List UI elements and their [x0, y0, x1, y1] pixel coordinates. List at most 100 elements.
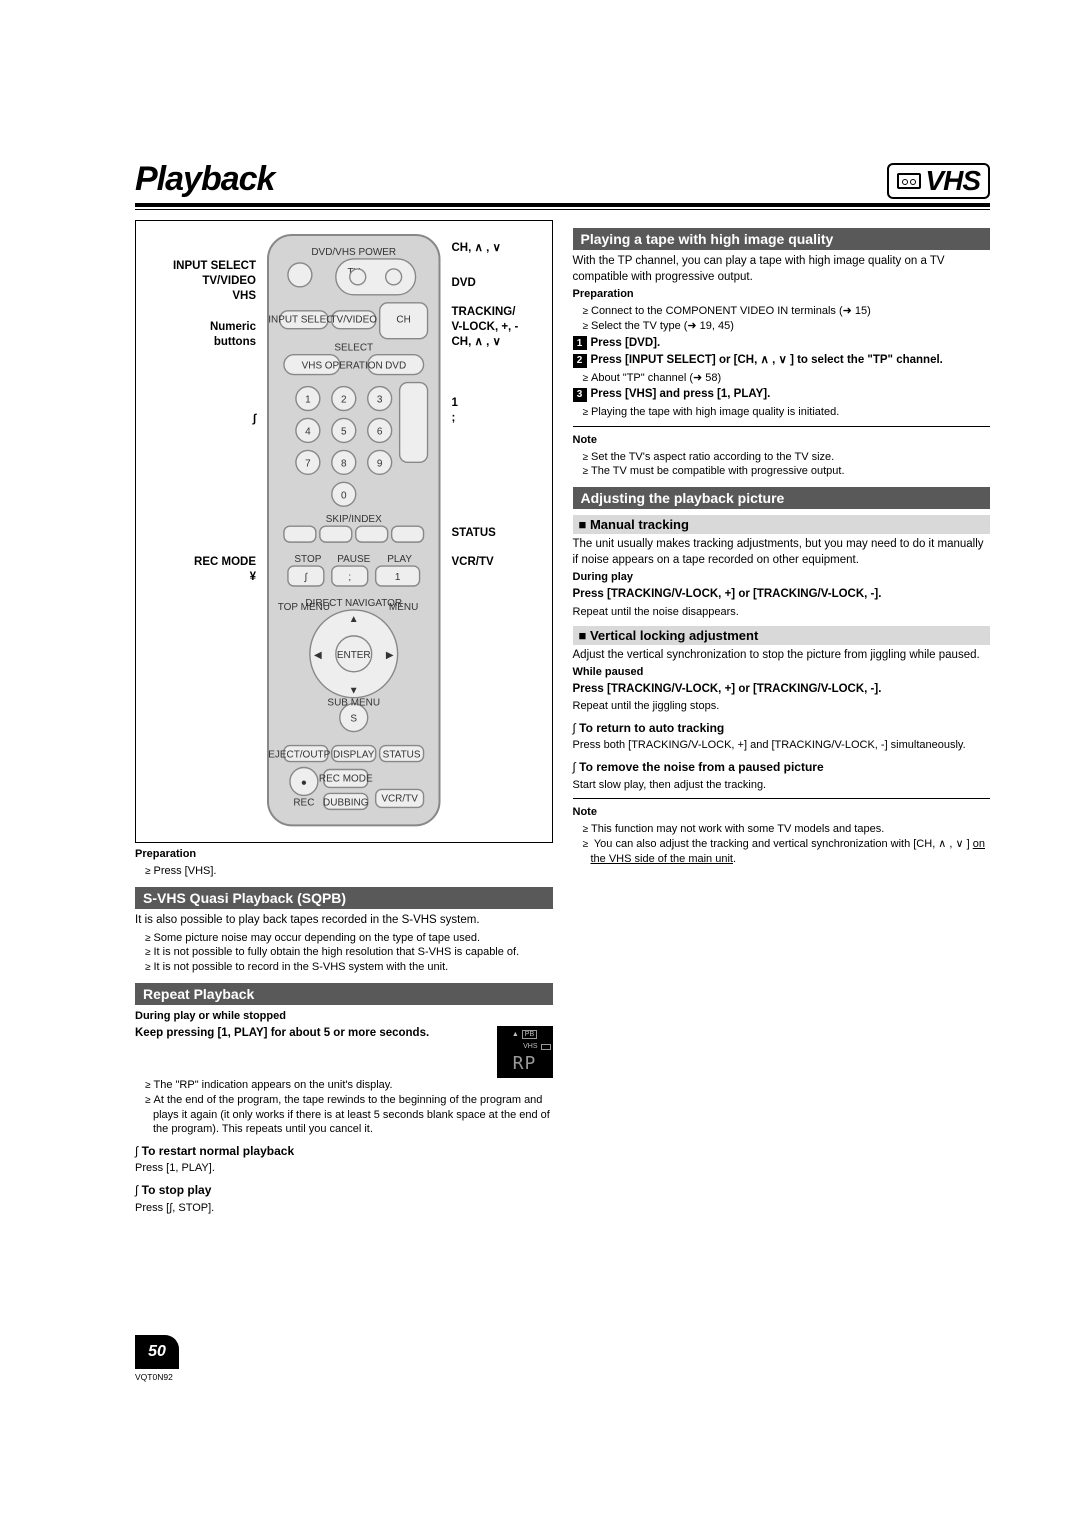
- svg-text:TOP MENU: TOP MENU: [278, 602, 330, 613]
- label-vlock: V-LOCK, +, -: [452, 321, 519, 333]
- remote-illustration: DVD/VHS POWER TV INPUT SELECT TV/VIDEO C…: [264, 231, 444, 832]
- svg-text:SKIP/INDEX: SKIP/INDEX: [326, 514, 382, 525]
- svg-text:REC MODE: REC MODE: [319, 773, 373, 784]
- hq-note-b2: The TV must be compatible with progressi…: [583, 464, 991, 479]
- cassette-icon: [897, 173, 921, 189]
- svg-text:6: 6: [377, 426, 383, 437]
- label-ch-mid: CH, ∧ , ∨: [452, 336, 501, 348]
- adj-repeat-noise: Repeat until the noise disappears.: [573, 605, 991, 620]
- svg-text:CH: CH: [396, 315, 410, 326]
- sqpb-heading: S-VHS Quasi Playback (SQPB): [135, 887, 553, 909]
- content-columns: INPUT SELECT TV/VIDEO VHS Numeric button…: [135, 220, 990, 1382]
- adj-heading: Adjusting the playback picture: [573, 487, 991, 509]
- repeat-b1: The "RP" indication appears on the unit'…: [145, 1078, 553, 1093]
- remote-right-labels: CH, ∧ , ∨ DVD TRACKING/ V-LOCK, +, - CH,…: [452, 231, 542, 583]
- page-header: Playback VHS: [135, 160, 990, 199]
- left-column: INPUT SELECT TV/VIDEO VHS Numeric button…: [135, 220, 553, 1382]
- label-vhs: VHS: [232, 290, 256, 302]
- adj-manual-h: Manual tracking: [573, 515, 991, 534]
- page-number: 50: [135, 1335, 179, 1369]
- step-3-icon: 3: [573, 388, 587, 402]
- svg-text:SUB MENU: SUB MENU: [327, 698, 380, 709]
- svg-text:▲: ▲: [349, 614, 359, 625]
- svg-text:5: 5: [341, 426, 347, 437]
- label-rec-mode: REC MODE: [194, 556, 256, 568]
- svg-text:REC: REC: [293, 797, 314, 808]
- page-title: Playback: [135, 160, 274, 199]
- svg-text:OPERATION: OPERATION: [325, 361, 383, 372]
- hq-note-bullets: Set the TV's aspect ratio according to t…: [573, 450, 991, 480]
- hq-step1: 1 Press [DVD].: [573, 336, 991, 352]
- adj-return-p: Press both [TRACKING/V-LOCK, +] and [TRA…: [573, 738, 991, 753]
- label-status: STATUS: [452, 526, 542, 541]
- svg-text:3: 3: [377, 395, 383, 406]
- hq-step2: 2Press [INPUT SELECT] or [CH, ∧ , ∨ ] to…: [573, 353, 991, 369]
- adj-press2: Press [TRACKING/V-LOCK, +] or [TRACKING/…: [573, 682, 991, 698]
- step-1-icon: 1: [573, 336, 587, 350]
- adj-during-h: During play: [573, 570, 991, 585]
- adj-note-b2a: You can also adjust the tracking and ver…: [594, 838, 973, 850]
- remote-prep-item: Press [VHS].: [145, 864, 553, 879]
- svg-text:1: 1: [395, 572, 401, 583]
- repeat-keep: Keep pressing [1, PLAY] for about 5 or m…: [135, 1026, 553, 1042]
- label-buttons: buttons: [214, 336, 256, 348]
- adj-manual-p: The unit usually makes tracking adjustme…: [573, 537, 991, 568]
- label-vcrtv: VCR/TV: [452, 555, 542, 570]
- svg-text:7: 7: [305, 458, 311, 469]
- sqpb-bullets: Some picture noise may occur depending o…: [135, 931, 553, 976]
- repeat-during: During play or while stopped: [135, 1009, 553, 1024]
- svg-text:VCR/TV: VCR/TV: [381, 793, 418, 804]
- adj-press1: Press [TRACKING/V-LOCK, +] or [TRACKING/…: [573, 587, 991, 603]
- hq-heading: Playing a tape with high image quality: [573, 228, 991, 250]
- doc-code: VQT0N92: [135, 1372, 553, 1382]
- label-dvd: DVD: [452, 276, 542, 291]
- label-numeric: Numeric: [210, 321, 256, 333]
- svg-text:STATUS: STATUS: [383, 750, 421, 761]
- adj-vert-h: Vertical locking adjustment: [573, 626, 991, 645]
- remote-left-labels: INPUT SELECT TV/VIDEO VHS Numeric button…: [146, 231, 256, 601]
- adj-vert-p: Adjust the vertical synchronization to s…: [573, 648, 991, 664]
- svg-text:STOP: STOP: [294, 554, 321, 565]
- hq-s1-text: Press [DVD].: [591, 337, 661, 349]
- svg-text:◀: ◀: [314, 650, 322, 661]
- adj-return-h: To return to auto tracking: [573, 720, 991, 736]
- svg-text:●: ●: [301, 777, 307, 788]
- hq-s3-text: Press [VHS] and press [1, PLAY].: [591, 388, 771, 400]
- repeat-b2: At the end of the program, the tape rewi…: [145, 1093, 553, 1138]
- svg-text:2: 2: [341, 395, 347, 406]
- hq-step3: 3 Press [VHS] and press [1, PLAY].: [573, 387, 991, 403]
- vhs-badge-text: VHS: [925, 165, 980, 197]
- remote-prep-head: Preparation: [135, 847, 553, 862]
- display-play-icon: ▲: [512, 1031, 519, 1039]
- hq-s2-b: About "TP" channel (➜ 58): [583, 371, 991, 386]
- label-rec-dot: ¥: [250, 571, 256, 583]
- svg-text:DISPLAY: DISPLAY: [333, 750, 375, 761]
- adj-remove-h: To remove the noise from a paused pictur…: [573, 759, 991, 775]
- display-rp: RP: [513, 1054, 537, 1074]
- svg-text:DUBBING: DUBBING: [323, 797, 369, 808]
- display-cassette-icon: [541, 1044, 551, 1050]
- header-rule-thin: [135, 209, 990, 210]
- svg-text:S: S: [350, 714, 357, 725]
- svg-text:1: 1: [305, 395, 311, 406]
- repeat-stop-h: To stop play: [135, 1182, 553, 1198]
- hq-s2-bullets: About "TP" channel (➜ 58): [573, 371, 991, 386]
- svg-text:▶: ▶: [386, 650, 394, 661]
- sqpb-b1: Some picture noise may occur depending o…: [145, 931, 553, 946]
- svg-text:DVD/VHS POWER: DVD/VHS POWER: [311, 247, 396, 258]
- hq-intro: With the TP channel, you can play a tape…: [573, 254, 991, 285]
- sqpb-intro: It is also possible to play back tapes r…: [135, 913, 553, 929]
- adj-note-b1: This function may not work with some TV …: [583, 822, 991, 837]
- hq-s3-b: Playing the tape with high image quality…: [583, 405, 991, 420]
- header-rule-thick: [135, 203, 990, 207]
- unit-display-graphic: ▲ PB VHS RP: [497, 1026, 553, 1078]
- adj-repeat-jig: Repeat until the jiggling stops.: [573, 699, 991, 714]
- svg-text:DVD: DVD: [385, 361, 406, 372]
- repeat-restart-h: To restart normal playback: [135, 1143, 553, 1159]
- svg-text:MENU: MENU: [389, 602, 418, 613]
- svg-text:PAUSE: PAUSE: [337, 554, 370, 565]
- repeat-bullets: The "RP" indication appears on the unit'…: [135, 1078, 553, 1137]
- remote-prep-list: Press [VHS].: [135, 864, 553, 879]
- label-tvvideo: TV/VIDEO: [202, 275, 256, 287]
- svg-text:VHS: VHS: [302, 361, 323, 372]
